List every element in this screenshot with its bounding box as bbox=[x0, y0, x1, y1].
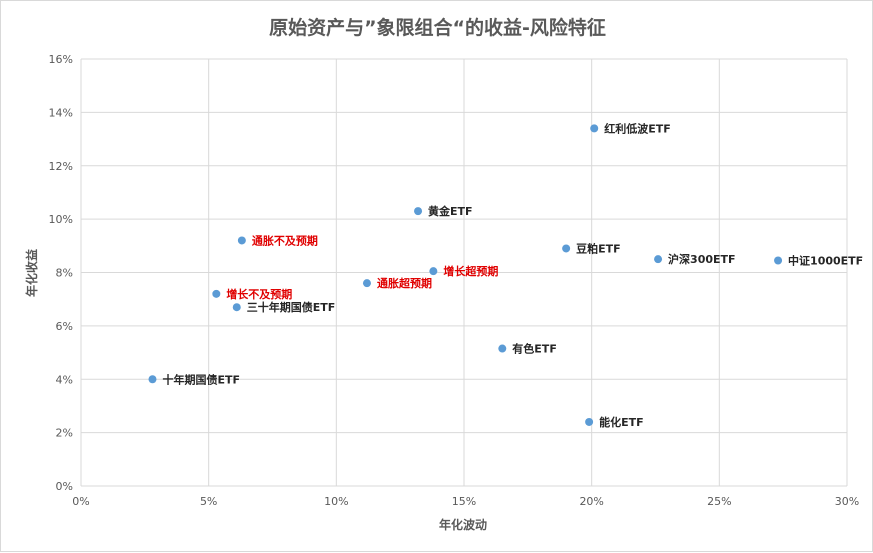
data-point-label: 中证1000ETF bbox=[788, 253, 863, 267]
y-tick-label: 0% bbox=[56, 480, 73, 493]
chart-title: 原始资产与”象限组合“的收益-风险特征 bbox=[269, 17, 606, 39]
x-axis-label: 年化波动 bbox=[439, 517, 487, 532]
data-point-label: 通胀不及预期 bbox=[252, 233, 318, 247]
data-point-marker bbox=[429, 267, 438, 276]
x-tick-label: 30% bbox=[835, 495, 859, 508]
data-point-marker bbox=[774, 256, 783, 265]
y-tick-label: 4% bbox=[56, 373, 73, 386]
data-point-label: 豆粕ETF bbox=[576, 241, 621, 255]
data-point-label: 通胀超预期 bbox=[377, 276, 432, 290]
x-tick-label: 25% bbox=[707, 495, 731, 508]
data-point-label: 三十年期国债ETF bbox=[247, 300, 336, 314]
y-tick-label: 16% bbox=[49, 53, 73, 66]
axes: 0% 2% 4% 6% 8% 10% 12% 14% 16% 0% 5% 10% 15% 20% 25% 30… bbox=[49, 53, 860, 508]
data-point-marker bbox=[654, 255, 663, 264]
x-tick-label: 0% bbox=[72, 495, 89, 508]
y-tick-label: 14% bbox=[49, 106, 73, 119]
data-point-marker bbox=[148, 375, 157, 384]
data-point-label: 沪深300ETF bbox=[668, 252, 736, 266]
data-point-marker bbox=[232, 303, 241, 312]
data-point-label: 能化ETF bbox=[599, 415, 644, 429]
data-point-label: 增长不及预期 bbox=[226, 287, 292, 301]
y-tick-label: 8% bbox=[56, 267, 73, 280]
data-point-label: 黄金ETF bbox=[428, 204, 473, 218]
data-point-marker bbox=[362, 279, 371, 288]
data-point-label: 增长超预期 bbox=[443, 264, 498, 278]
y-axis-label: 年化收益 bbox=[24, 249, 39, 297]
y-tick-label: 2% bbox=[56, 427, 73, 440]
data-point-marker bbox=[212, 289, 221, 298]
y-tick-label: 12% bbox=[49, 160, 73, 173]
data-point-marker bbox=[562, 244, 571, 253]
x-tick-label: 15% bbox=[452, 495, 476, 508]
x-tick-label: 10% bbox=[324, 495, 348, 508]
data-point-label: 十年期国债ETF bbox=[162, 372, 240, 386]
data-point-marker bbox=[414, 207, 423, 216]
x-tick-label: 20% bbox=[579, 495, 603, 508]
data-point-label: 有色ETF bbox=[512, 342, 557, 356]
y-tick-label: 10% bbox=[49, 213, 73, 226]
x-tick-label: 5% bbox=[200, 495, 217, 508]
data-point-marker bbox=[590, 124, 599, 133]
data-point-marker bbox=[498, 344, 507, 353]
y-tick-label: 6% bbox=[56, 320, 73, 333]
gridlines bbox=[80, 58, 848, 487]
data-point-marker bbox=[237, 236, 246, 245]
data-point-marker bbox=[585, 417, 594, 426]
data-point-label: 红利低波ETF bbox=[604, 121, 671, 135]
